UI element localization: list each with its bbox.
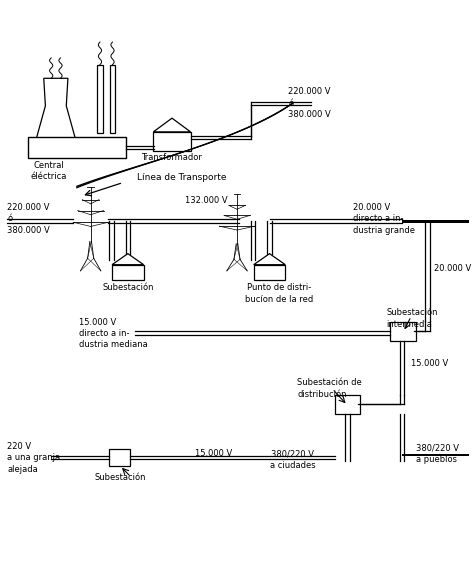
Text: 20.000 V
directo a in-
dustria grande: 20.000 V directo a in- dustria grande <box>353 203 415 235</box>
Text: Transformador: Transformador <box>142 153 202 162</box>
Bar <box>110 65 115 133</box>
Bar <box>109 449 130 466</box>
Text: Subestación: Subestación <box>102 283 154 292</box>
Bar <box>97 65 103 133</box>
Polygon shape <box>36 78 75 139</box>
Text: Línea de Transporte: Línea de Transporte <box>137 173 227 181</box>
Bar <box>335 395 360 414</box>
Text: 15.000 V: 15.000 V <box>411 360 448 368</box>
Polygon shape <box>154 118 191 132</box>
Text: Subestación: Subestación <box>94 473 146 481</box>
Text: 20.000 V: 20.000 V <box>434 264 472 273</box>
Bar <box>112 265 144 280</box>
Text: 220.000 V
ó
380.000 V: 220.000 V ó 380.000 V <box>288 87 331 119</box>
Text: Subestación de
distribución: Subestación de distribución <box>297 378 362 399</box>
Text: Central
éléctrica: Central éléctrica <box>31 161 67 181</box>
Text: 15.000 V: 15.000 V <box>195 449 232 458</box>
Text: 220 V
a una granja
alejada: 220 V a una granja alejada <box>7 442 60 473</box>
Polygon shape <box>112 254 144 265</box>
Text: 15.000 V
directo a in-
dustria mediana: 15.000 V directo a in- dustria mediana <box>79 317 148 350</box>
Text: 380/220 V
a ciudades: 380/220 V a ciudades <box>270 450 316 470</box>
Bar <box>28 137 126 158</box>
Bar <box>154 132 191 151</box>
Text: 380/220 V
a pueblos: 380/220 V a pueblos <box>416 443 459 464</box>
Text: Subestación
intermedia: Subestación intermedia <box>387 309 438 329</box>
Text: Punto de distri-
bucíon de la red: Punto de distri- bucíon de la red <box>245 283 313 303</box>
Text: 220.000 V
ó
380.000 V: 220.000 V ó 380.000 V <box>7 203 50 235</box>
Polygon shape <box>254 254 285 265</box>
Text: 132.000 V: 132.000 V <box>185 196 228 205</box>
Bar <box>390 322 416 341</box>
Bar <box>254 265 285 280</box>
